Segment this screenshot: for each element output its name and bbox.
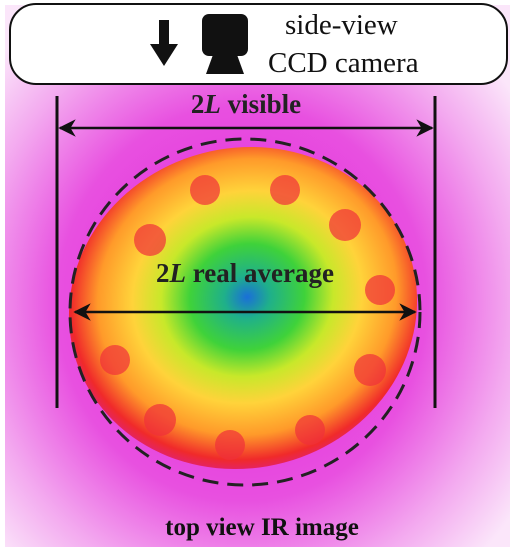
camera-icon: [202, 14, 248, 74]
label-part: L: [203, 89, 221, 119]
label-part: 2: [191, 89, 205, 119]
label-part: real average: [186, 258, 334, 288]
label-part: L: [169, 258, 187, 288]
header-line: side-view: [285, 9, 398, 41]
visible-label: 2L visible: [191, 89, 301, 119]
header-box: [9, 3, 508, 85]
label-part: 2: [156, 258, 170, 288]
header-line: CCD camera: [268, 47, 419, 79]
caption: top view IR image: [165, 514, 359, 541]
ir-fingers: [100, 175, 395, 460]
dashed-circle: [68, 137, 422, 487]
average-label: 2L real average: [156, 258, 334, 288]
label-part: visible: [221, 89, 301, 119]
down-arrow-icon: [150, 20, 178, 66]
